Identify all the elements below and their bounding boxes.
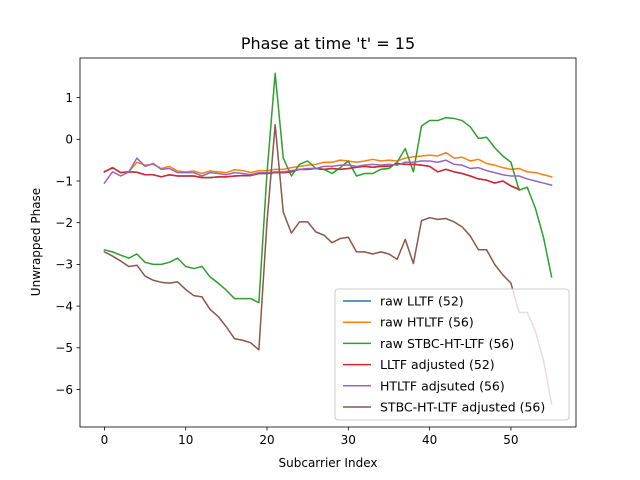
x-tick-label: 20 <box>259 433 274 447</box>
x-tick-label: 0 <box>101 433 109 447</box>
legend-entry-3: raw STBC-HT-LTF (56) <box>380 336 514 351</box>
legend-box <box>334 288 570 421</box>
y-tick-label: −1 <box>55 174 73 188</box>
chart-title: Phase at time 't' = 15 <box>241 34 415 53</box>
axes-frame <box>79 57 577 428</box>
y-axis-label: Unwrapped Phase <box>29 188 43 296</box>
y-tick-label: −3 <box>55 258 73 272</box>
series-line-5 <box>103 157 553 187</box>
plot-area <box>103 72 553 405</box>
x-tick-label: 50 <box>503 433 518 447</box>
y-tick-label: −2 <box>55 216 73 230</box>
legend-entry-1: raw LLTF (52) <box>380 294 464 309</box>
x-tick-label: 30 <box>341 433 356 447</box>
legend-entry-5: HTLTF adjsuted (56) <box>380 378 505 393</box>
series-line-6 <box>103 123 553 405</box>
y-tick-label: −6 <box>55 383 73 397</box>
x-axis-label: Subcarrier Index <box>279 456 378 470</box>
x-tick-label: 10 <box>178 433 193 447</box>
legend: raw LLTF (52) raw HTLTF (56) raw STBC-HT-L… <box>334 288 570 421</box>
series-line-3 <box>103 72 553 304</box>
legend-entry-2: raw HTLTF (56) <box>380 315 474 330</box>
legend-entry-4: LLTF adjusted (52) <box>380 357 495 372</box>
x-tick-label: 40 <box>422 433 437 447</box>
y-tick-label: −4 <box>55 299 73 313</box>
legend-entry-6: STBC-HT-LTF adjusted (56) <box>380 400 545 415</box>
y-tick-label: 0 <box>65 133 73 147</box>
series-line-2 <box>103 151 553 178</box>
y-tick-label: −5 <box>55 341 73 355</box>
y-tick-label: 1 <box>65 91 73 105</box>
